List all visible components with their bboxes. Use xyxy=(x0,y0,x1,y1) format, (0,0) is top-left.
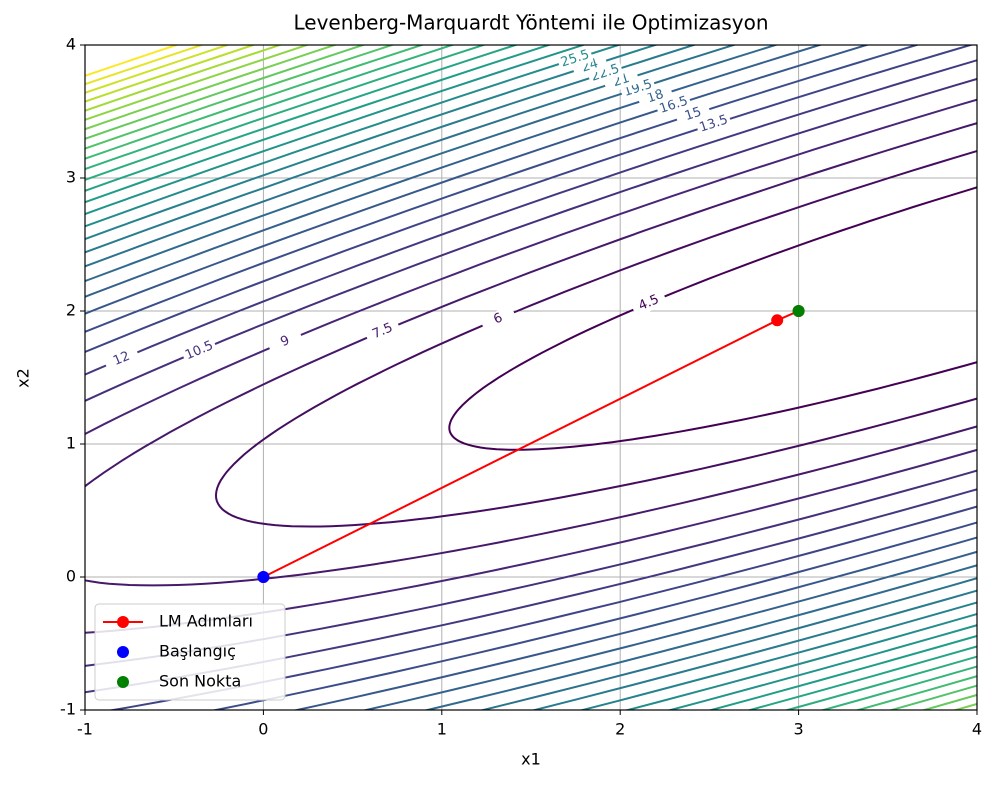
legend-label: LM Adımları xyxy=(159,612,253,631)
x-tick-label: 0 xyxy=(258,720,268,739)
legend-marker xyxy=(117,646,129,658)
y-tick-label: 0 xyxy=(66,567,76,586)
chart-title: Levenberg-Marquardt Yöntemi ile Optimiza… xyxy=(293,11,768,35)
x-tick-label: 4 xyxy=(972,720,982,739)
contour-label: 4.5 xyxy=(636,292,661,314)
contour-label-bg xyxy=(602,67,640,94)
y-tick-label: -1 xyxy=(60,700,76,719)
contour-line xyxy=(448,186,977,451)
x-tick-label: -1 xyxy=(77,720,93,739)
contour-label-bg xyxy=(586,60,624,86)
point xyxy=(257,571,270,583)
y-tick-label: 4 xyxy=(66,35,76,54)
contour-label-bg xyxy=(674,101,712,128)
legend: LM Adımları Başlangıç Son Nokta xyxy=(94,603,286,701)
contour-label-bg xyxy=(266,327,304,356)
contour-label: 12 xyxy=(111,349,132,369)
series xyxy=(257,305,805,583)
point xyxy=(792,305,805,317)
contour-label-bg xyxy=(630,289,668,317)
contour-line xyxy=(214,149,977,528)
legend-box xyxy=(94,603,286,701)
legend-marker xyxy=(117,616,129,628)
y-tick-label: 2 xyxy=(66,301,76,320)
contour-label: 15 xyxy=(683,105,703,124)
x-tick-label: 1 xyxy=(437,720,447,739)
y-tick-label: 1 xyxy=(66,434,76,453)
y-tick-label: 3 xyxy=(66,168,76,187)
contour-label-bg xyxy=(655,92,693,119)
contour-label-bg xyxy=(571,53,609,79)
contour-label-bg xyxy=(102,344,141,373)
plot-frame xyxy=(84,44,978,711)
legend-marker xyxy=(117,676,129,688)
contour-label-bg xyxy=(363,317,402,346)
legend-label: Son Nokta xyxy=(159,672,241,691)
contour-label-bg xyxy=(479,304,518,333)
contour-label-bg xyxy=(556,46,594,72)
legend-label: Başlangıç xyxy=(159,642,236,661)
contour-label-bg xyxy=(180,336,219,365)
point xyxy=(771,314,784,327)
contour-label-bg xyxy=(619,75,657,102)
contour-label-bg xyxy=(695,111,733,137)
x-tick-label: 2 xyxy=(615,720,625,739)
x-axis-label: x1 xyxy=(521,750,541,769)
contour-label-bg xyxy=(636,83,675,110)
grid xyxy=(84,44,978,711)
x-tick-label: 3 xyxy=(794,720,804,739)
contour-label: 7.5 xyxy=(370,320,395,342)
y-axis-label: x2 xyxy=(14,368,33,388)
